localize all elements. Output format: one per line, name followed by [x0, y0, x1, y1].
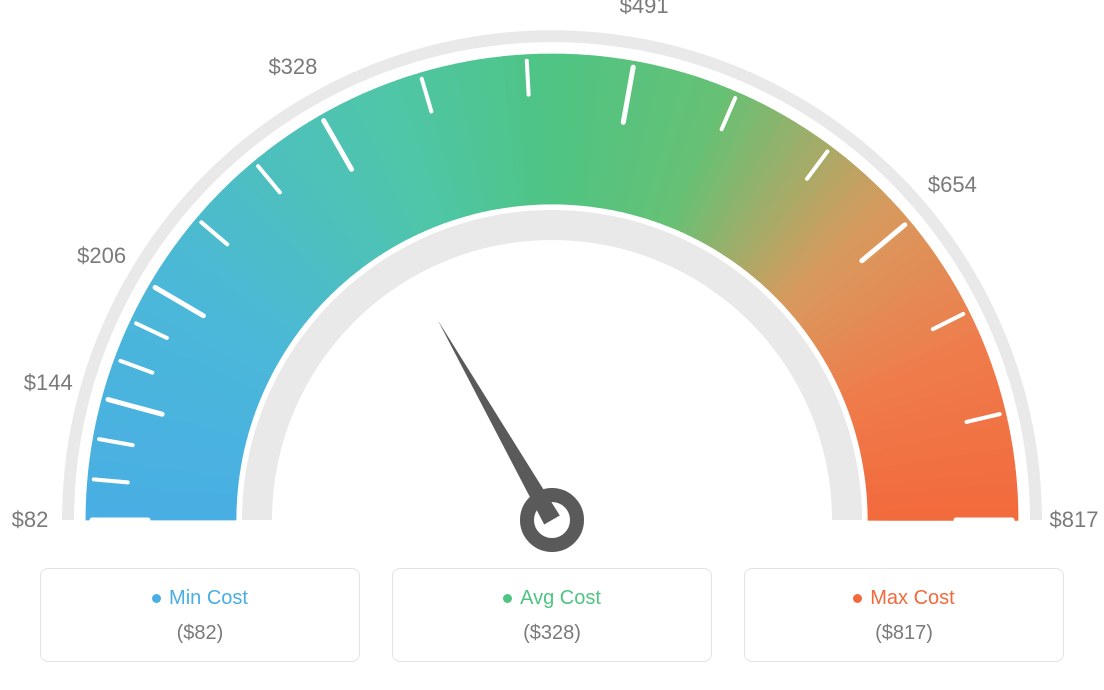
gauge-tick-label: $491 [620, 0, 669, 19]
legend-title-max: Max Cost [853, 587, 954, 610]
gauge-area: $82 $144 $206 $328 $491 $654 $817 [0, 0, 1104, 560]
cost-gauge-chart: $82 $144 $206 $328 $491 $654 $817 Min Cost ($8… [0, 0, 1104, 690]
legend-label-min: Min Cost [169, 587, 248, 610]
legend-value-min: ($82) [51, 622, 349, 645]
legend-dot-max [853, 594, 862, 603]
legend-value-max: ($817) [755, 622, 1053, 645]
gauge-tick-label: $82 [12, 507, 49, 533]
gauge-tick-label: $817 [1050, 507, 1099, 533]
legend-label-max: Max Cost [870, 587, 954, 610]
gauge-tick-label: $328 [268, 54, 317, 80]
legend-dot-min [152, 594, 161, 603]
legend-card-avg: Avg Cost ($328) [392, 568, 712, 662]
legend-title-avg: Avg Cost [503, 587, 601, 610]
legend-label-avg: Avg Cost [520, 587, 601, 610]
legend-title-min: Min Cost [152, 587, 248, 610]
legend-value-avg: ($328) [403, 622, 701, 645]
gauge-tick-label: $206 [77, 243, 126, 269]
legend-row: Min Cost ($82) Avg Cost ($328) Max Cost … [40, 568, 1064, 662]
legend-card-min: Min Cost ($82) [40, 568, 360, 662]
legend-card-max: Max Cost ($817) [744, 568, 1064, 662]
legend-dot-avg [503, 594, 512, 603]
gauge-svg [0, 0, 1104, 560]
gauge-tick-label: $144 [24, 370, 73, 396]
gauge-tick-label: $654 [928, 172, 977, 198]
